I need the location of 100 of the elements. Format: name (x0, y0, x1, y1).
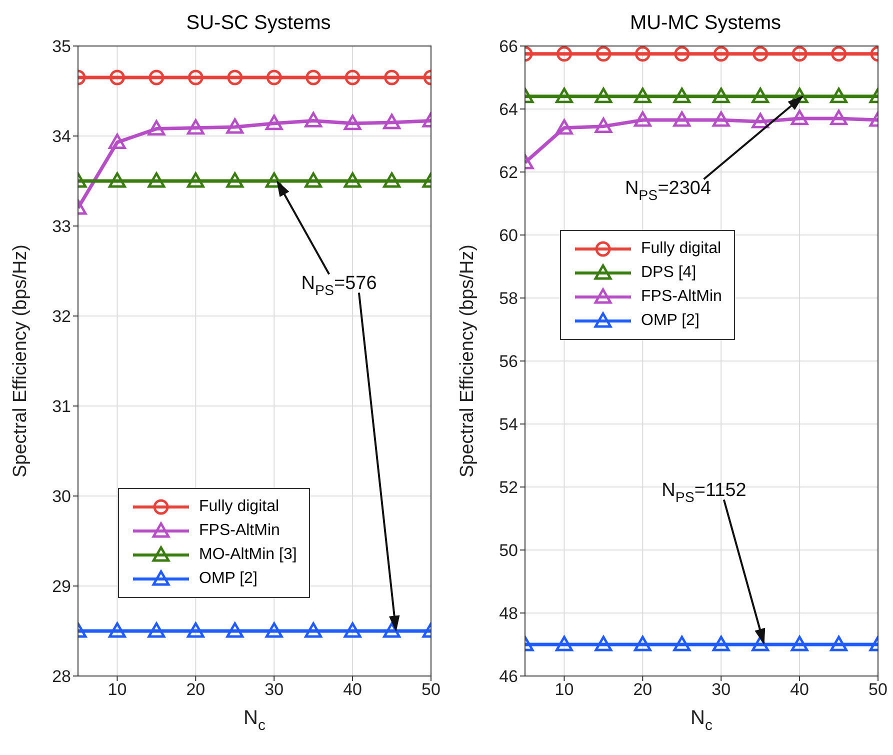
x-tick-label: 30 (264, 680, 284, 700)
point (830, 110, 848, 126)
y-tick-label: 54 (499, 415, 518, 434)
annotation: N$_{PS}$=2304 (624, 178, 712, 204)
point (712, 111, 730, 127)
point (634, 46, 650, 62)
point (186, 119, 204, 135)
chart-title: SU-SC Systems (185, 11, 332, 36)
legend-label: Fully digital (641, 240, 722, 258)
point (556, 88, 573, 104)
annotation: N$_{PS}$=1152 (662, 480, 746, 506)
point (304, 112, 322, 128)
point (674, 46, 690, 62)
point (384, 70, 400, 86)
point (110, 70, 125, 86)
y-tick-label: 35 (52, 37, 71, 56)
point (344, 172, 362, 188)
point (752, 46, 768, 62)
y-tick-label: 62 (499, 163, 518, 182)
point (594, 118, 612, 134)
point (226, 172, 244, 188)
point (148, 622, 166, 638)
legend-label: OMP [2] (199, 570, 258, 588)
x-tick-label: 20 (186, 680, 206, 700)
point (226, 118, 244, 134)
y-tick-label: 52 (499, 478, 518, 498)
x-tick-label: 50 (868, 680, 888, 700)
legend-label: MO-AltMin [3] (199, 546, 297, 564)
point (383, 172, 400, 188)
y-tick-label: 34 (52, 127, 71, 146)
y-tick-label: 33 (52, 217, 71, 236)
y-tick-label: 56 (499, 352, 518, 372)
point (265, 114, 283, 130)
x-tick-label: 30 (712, 680, 731, 700)
point (830, 636, 848, 652)
point (792, 46, 808, 62)
point (108, 172, 126, 188)
x-tick-label: 10 (554, 680, 574, 700)
point (186, 172, 204, 188)
point (148, 70, 164, 86)
x-tick-label: 20 (633, 680, 652, 700)
point (556, 119, 573, 135)
point (790, 110, 808, 126)
point (108, 134, 126, 149)
point (556, 636, 573, 652)
point (556, 46, 572, 62)
annotation: N$_{PS}$=576 (301, 273, 377, 299)
point (344, 70, 360, 86)
point (713, 46, 729, 62)
point (712, 636, 730, 652)
point (344, 622, 362, 638)
x-tick-label: 40 (343, 680, 362, 700)
point (752, 112, 770, 128)
point (790, 88, 808, 104)
point (596, 46, 612, 62)
legend-label: FPS-AltMin (199, 522, 280, 540)
point (712, 88, 730, 104)
point (634, 88, 652, 104)
point (188, 70, 204, 86)
point (265, 172, 283, 188)
point (634, 636, 652, 652)
x-tick-label: 50 (422, 680, 440, 700)
legend-label: OMP [2] (641, 312, 700, 330)
x-tick-label: 40 (790, 680, 810, 700)
legend-label: FPS-AltMin (641, 288, 722, 306)
point (790, 636, 808, 652)
point (148, 120, 166, 136)
chart-title: MU-MC Systems (628, 11, 782, 36)
y-tick-label: 48 (499, 604, 518, 624)
point (344, 114, 362, 130)
y-tick-label: 28 (52, 667, 71, 686)
y-tick-label: 58 (499, 289, 518, 308)
point (108, 622, 126, 638)
point (148, 172, 166, 188)
y-tick-label: 50 (499, 541, 518, 560)
legend-label: DPS [4] (641, 264, 696, 282)
y-axis-title: Spectral Efficiency (bps/Hz) (10, 244, 31, 478)
point (594, 636, 612, 652)
y-tick-label: 32 (52, 307, 71, 326)
point (673, 88, 691, 104)
point (752, 88, 770, 104)
x-axis-title: N$_{c}$ (690, 707, 713, 734)
x-axis-title: N$_{c}$ (244, 707, 266, 734)
point (830, 88, 848, 104)
point (266, 70, 282, 86)
point (383, 622, 400, 638)
point (383, 114, 400, 130)
y-tick-label: 66 (499, 37, 518, 56)
point (831, 46, 846, 62)
point (306, 70, 322, 86)
y-tick-label: 30 (52, 487, 71, 506)
y-tick-label: 64 (499, 100, 518, 120)
y-tick-label: 29 (52, 577, 71, 596)
point (304, 622, 322, 638)
point (673, 111, 691, 127)
point (752, 636, 770, 652)
y-tick-label: 31 (52, 397, 71, 416)
point (226, 622, 244, 638)
point (594, 88, 612, 104)
y-axis-title: Spectral Efficiency (bps/Hz) (457, 244, 478, 478)
